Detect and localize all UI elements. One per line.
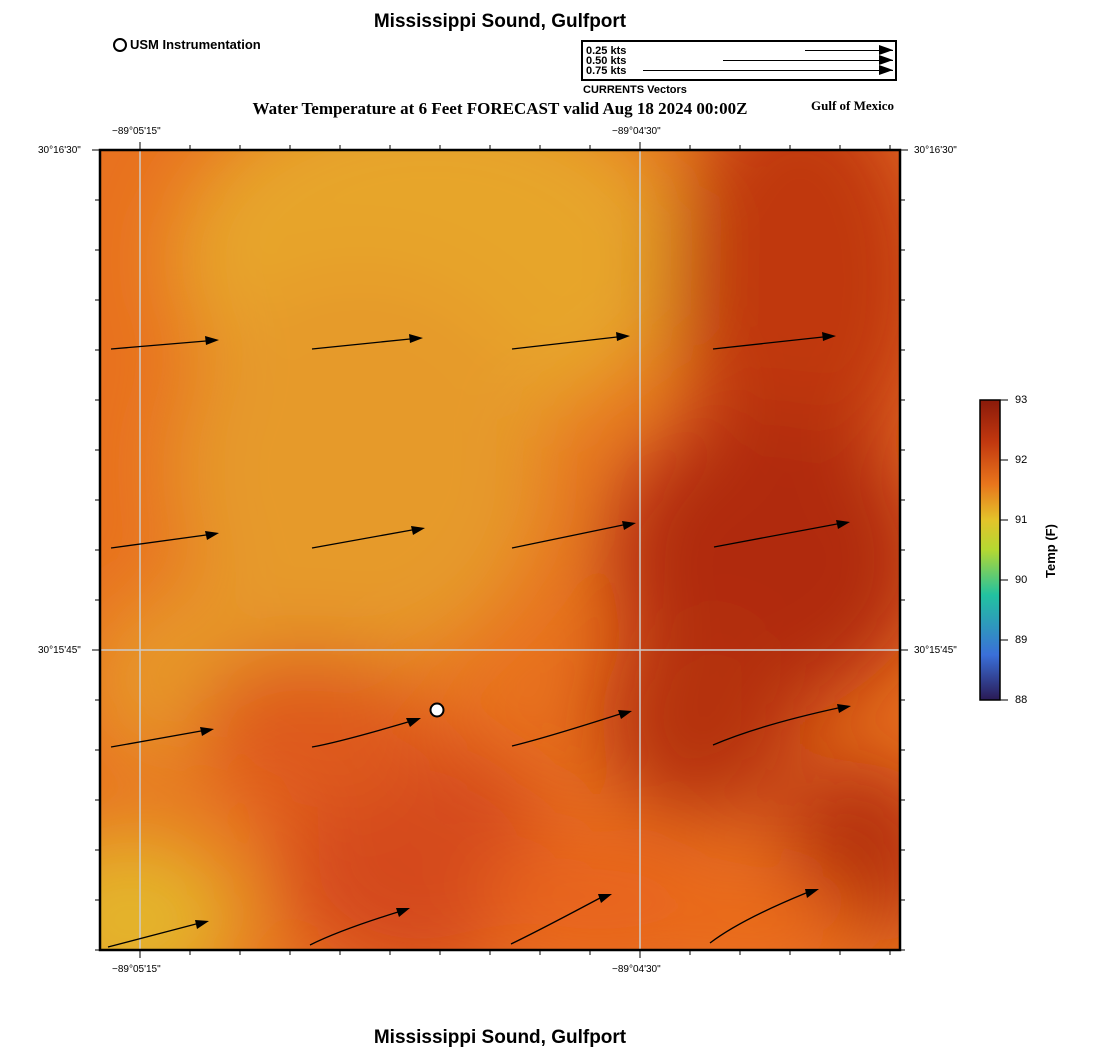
current-vector [511, 336, 618, 350]
lat-label-right-2: 30°15'45" [914, 645, 957, 656]
current-vector [311, 721, 409, 748]
vector-legend-row-2: 0.50 kts [586, 55, 627, 67]
vector-legend-arrow-1 [805, 50, 893, 51]
axis-ticks [92, 142, 908, 958]
arrow-head-icon [200, 727, 214, 736]
lon-label-top-2: −89°04'30" [612, 126, 661, 137]
current-vector [309, 911, 399, 946]
arrow-head-icon [822, 332, 836, 341]
station-legend: USM Instrumentation [113, 37, 261, 52]
arrow-head-icon [205, 531, 219, 540]
arrow-head-icon [879, 55, 893, 65]
arrow-head-icon [598, 894, 612, 903]
current-vectors [107, 336, 839, 948]
current-vector [712, 336, 824, 350]
colorbar-ticks [1000, 399, 1008, 701]
current-vector [511, 524, 624, 549]
arrow-head-icon [879, 45, 893, 55]
arrow-head-icon [195, 920, 209, 929]
colorbar-label: Temp (F) [1043, 524, 1058, 578]
current-vector [713, 523, 838, 548]
lon-label-top-1: −89°05'15" [112, 126, 161, 137]
arrow-head-icon [411, 526, 425, 535]
current-vector-heads [195, 332, 851, 929]
lat-label-left-1: 30°16'30" [38, 145, 81, 156]
current-vector [510, 897, 601, 945]
map-title-top: Mississippi Sound, Gulfport [373, 11, 627, 32]
current-vector [511, 713, 621, 747]
arrow-head-icon [396, 908, 410, 917]
vector-legend-arrow-3 [643, 70, 893, 71]
arrow-head-icon [805, 889, 819, 898]
vector-legend-caption: CURRENTS Vectors [583, 84, 687, 96]
colorbar-tick-90: 90 [1015, 574, 1028, 586]
lon-label-bottom-1: −89°05'15" [112, 964, 161, 975]
arrow-head-icon [616, 332, 630, 341]
arrow-head-icon [618, 710, 632, 719]
colorbar-tick-93: 93 [1015, 394, 1028, 406]
vector-legend-row-3: 0.75 kts [586, 65, 627, 77]
colorbar-tick-88: 88 [1015, 694, 1028, 706]
arrow-head-icon [879, 65, 893, 75]
current-vector [311, 338, 411, 350]
arrow-head-icon [409, 334, 423, 343]
current-vector [311, 529, 413, 549]
colorbar-tick-92: 92 [1015, 454, 1028, 466]
arrow-head-icon [837, 704, 851, 713]
current-vector [110, 340, 207, 350]
station-legend-label: USM Instrumentation [130, 37, 261, 52]
current-vector [709, 892, 807, 944]
colorbar-tick-89: 89 [1015, 634, 1028, 646]
colorbar-tick-91: 91 [1015, 514, 1028, 526]
current-vector [110, 730, 202, 748]
temperature-field [100, 150, 900, 950]
arrow-head-icon [406, 718, 421, 727]
map-title-bottom: Mississippi Sound, Gulfport [373, 1027, 627, 1048]
colorbar [979, 399, 1001, 701]
current-vector [107, 923, 197, 948]
station-marker-icon [113, 37, 127, 52]
lat-label-left-2: 30°15'45" [38, 645, 81, 656]
current-vector [712, 707, 839, 746]
vector-legend-arrow-2 [723, 60, 893, 61]
station-marker[interactable] [429, 702, 445, 718]
plot-title: Water Temperature at 6 Feet FORECAST val… [252, 99, 748, 118]
vector-legend-box: 0.25 kts 0.50 kts 0.75 kts [581, 40, 897, 81]
current-vector [110, 534, 207, 549]
lat-label-right-1: 30°16'30" [914, 145, 957, 156]
graticule [100, 150, 900, 950]
arrow-head-icon [205, 336, 219, 345]
vector-legend-row-1: 0.25 kts [586, 45, 627, 57]
arrow-head-icon [622, 521, 636, 530]
arrow-head-icon [836, 520, 850, 529]
lon-label-bottom-2: −89°04'30" [612, 964, 661, 975]
region-label: Gulf of Mexico [811, 98, 895, 113]
